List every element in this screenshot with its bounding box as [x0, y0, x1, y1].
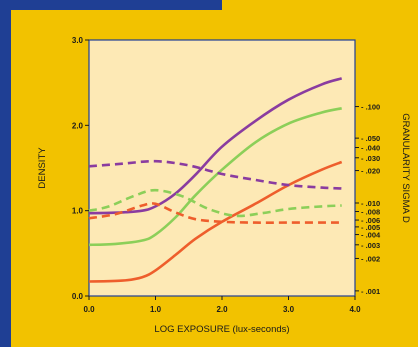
- x-tick-labels: 0.0 1.0 2.0 3.0 4.0: [83, 296, 361, 314]
- y2-tick-label: - .002: [361, 254, 380, 263]
- y-tick-label: 2.0: [72, 121, 84, 130]
- y2-tick-label: - .003: [361, 241, 380, 250]
- x-axis-label: LOG EXPOSURE (lux-seconds): [154, 324, 289, 335]
- y-tick-label: 1.0: [72, 207, 84, 216]
- y2-tick-label: - .030: [361, 154, 380, 163]
- y2-tick-labels: - .100- .050- .040- .030- .020- .010- .0…: [355, 103, 381, 296]
- x-tick-label: 4.0: [349, 305, 361, 314]
- x-tick-label: 2.0: [216, 305, 228, 314]
- y2-axis-label: GRANULARITY SIGMA D: [400, 113, 411, 223]
- y-axis-label: DENSITY: [37, 147, 48, 189]
- y-tick-label: 0.0: [72, 292, 84, 301]
- x-tick-label: 0.0: [83, 305, 95, 314]
- y-tick-labels: 0.0 1.0 2.0 3.0: [72, 36, 89, 301]
- y2-tick-label: - .040: [361, 144, 380, 153]
- y2-tick-label: - .020: [361, 167, 380, 176]
- y-tick-label: 3.0: [72, 36, 84, 45]
- y2-tick-label: - .004: [361, 231, 381, 240]
- y2-tick-label: - .050: [361, 134, 380, 143]
- y2-tick-label: - .100: [361, 103, 380, 112]
- y2-tick-label: - .001: [361, 287, 380, 296]
- x-tick-label: 3.0: [283, 305, 295, 314]
- x-tick-label: 1.0: [150, 305, 162, 314]
